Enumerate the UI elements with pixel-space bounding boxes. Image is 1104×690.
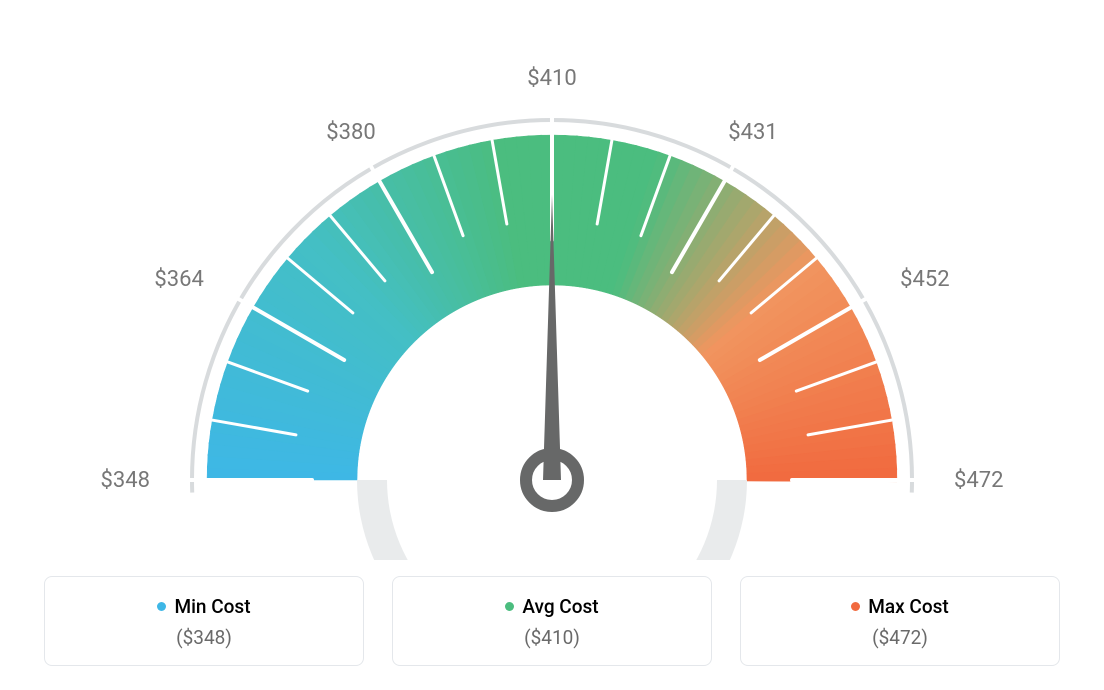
tick-label: $364 xyxy=(154,267,203,292)
tick-label: $380 xyxy=(326,120,375,145)
legend-title-avg: Avg Cost xyxy=(405,595,699,618)
legend-title-min: Min Cost xyxy=(57,595,351,618)
legend-title-max: Max Cost xyxy=(753,595,1047,618)
legend-label-max: Max Cost xyxy=(868,595,948,618)
legend-card-min: Min Cost ($348) xyxy=(44,576,364,666)
gauge-svg: $348 $364 $380 $410 $431 $452 $472 xyxy=(62,0,1042,560)
dot-icon xyxy=(157,602,166,611)
legend-card-avg: Avg Cost ($410) xyxy=(392,576,712,666)
tick-label: $472 xyxy=(954,468,1003,493)
dot-icon xyxy=(851,602,860,611)
legend-label-avg: Avg Cost xyxy=(522,595,598,618)
legend-card-max: Max Cost ($472) xyxy=(740,576,1060,666)
legend-value-max: ($472) xyxy=(753,626,1047,649)
gauge-area: $348 $364 $380 $410 $431 $452 $472 xyxy=(0,0,1104,560)
tick-label: $410 xyxy=(527,66,576,91)
legend-value-min: ($348) xyxy=(57,626,351,649)
dot-icon xyxy=(505,602,514,611)
gauge-chart-container: $348 $364 $380 $410 $431 $452 $472 Min Cost ($… xyxy=(0,0,1104,690)
inner-ring xyxy=(357,480,747,560)
tick-label: $431 xyxy=(728,120,777,145)
tick-label: $452 xyxy=(900,267,949,292)
legend-value-avg: ($410) xyxy=(405,626,699,649)
legend-label-min: Min Cost xyxy=(174,595,250,618)
tick-label: $348 xyxy=(101,468,150,493)
legend-row: Min Cost ($348) Avg Cost ($410) Max Cost… xyxy=(0,576,1104,666)
